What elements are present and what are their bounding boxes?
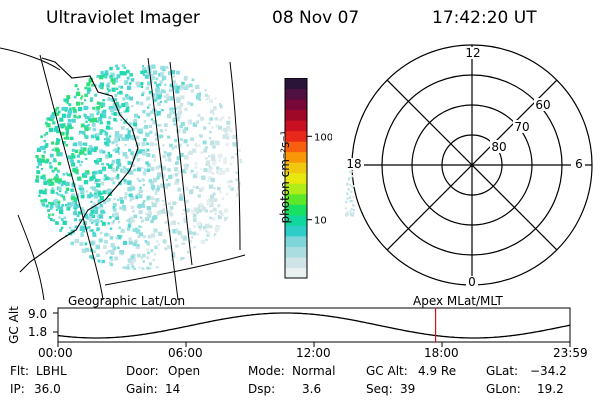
colorbar-swatch <box>285 78 307 90</box>
colorbar-swatch <box>285 214 307 226</box>
timeline-x-tick-2: 12:00 <box>296 346 331 360</box>
timeline-x-tick-1: 06:00 <box>168 346 203 360</box>
mlt-label-6: 6 <box>575 157 583 171</box>
dsp-value: 3.6 <box>302 382 322 396</box>
colorbar-swatch <box>285 88 307 100</box>
seq-value: 39 <box>400 382 416 396</box>
colorbar-swatch <box>285 193 307 205</box>
geographic-image <box>0 47 246 300</box>
colorbar-swatch <box>285 246 307 258</box>
coastline <box>19 57 139 273</box>
timeline-left-label: Geographic Lat/Lon <box>68 294 186 308</box>
colorbar-swatch <box>285 162 307 174</box>
ip-label: IP: <box>10 382 25 396</box>
gain-value: 14 <box>165 382 181 396</box>
polar-plot: 12 18 6 0 60 70 80 <box>344 44 593 289</box>
colorbar-gradient <box>285 78 307 279</box>
colorbar-swatch <box>285 151 307 163</box>
colorbar-tick-label: 10 <box>314 216 327 227</box>
colorbar-swatch <box>285 225 307 237</box>
lat-label-80: 80 <box>491 140 506 154</box>
glon-value: 19.2 <box>537 382 564 396</box>
aurora-intensity-map <box>35 64 242 270</box>
timeline-x-tick-3: 18:00 <box>424 346 459 360</box>
colorbar-swatch <box>285 120 307 132</box>
intensity-colorbar: 100 10 <box>284 78 332 279</box>
mlt-label-0: 0 <box>468 275 476 289</box>
timeline-y-tick-low: 1.8 <box>28 325 47 339</box>
gain-label: Gain: <box>126 382 158 396</box>
glon-label: GLon: <box>486 382 521 396</box>
gcalt-value: 4.9 Re <box>418 364 457 378</box>
colorbar-swatch <box>285 130 307 142</box>
lat-label-70: 70 <box>514 120 529 134</box>
gcalt-label: GC Alt: <box>366 364 408 378</box>
image-time: 17:42:20 UT <box>432 8 537 28</box>
lat-label-60: 60 <box>535 98 550 112</box>
colorbar-unit-label: photon cm⁻²s⁻¹ <box>278 130 292 224</box>
colorbar-swatch <box>285 267 307 279</box>
colorbar-ticks: 100 10 <box>307 132 332 227</box>
timeline-x-tick-4: 23:59 <box>553 346 588 360</box>
flt-value: LBHL <box>36 364 67 378</box>
colorbar-swatch <box>285 183 307 195</box>
geographic-grid <box>0 47 246 300</box>
door-value: Open <box>168 364 201 378</box>
timeline-y-tick-high: 9.0 <box>28 307 47 321</box>
door-label: Door: <box>126 364 159 378</box>
altitude-curve <box>57 312 571 339</box>
flt-label: Flt: <box>10 364 29 378</box>
timeline-right-label: Apex MLat/MLT <box>413 294 503 308</box>
seq-label: Seq: <box>366 382 393 396</box>
colorbar-swatch <box>285 256 307 268</box>
colorbar-swatch <box>285 235 307 247</box>
mode-value: Normal <box>292 364 336 378</box>
ip-value: 36.0 <box>34 382 61 396</box>
colorbar-swatch <box>285 109 307 121</box>
colorbar-tick-label: 100 <box>314 132 332 143</box>
glat-label: GLat: <box>486 364 519 378</box>
colorbar-swatch <box>285 204 307 216</box>
colorbar-frame <box>284 78 308 279</box>
polar-edge-intensity <box>345 170 355 217</box>
mode-label: Mode: <box>248 364 285 378</box>
mlt-label-12: 12 <box>465 46 480 60</box>
colorbar-swatch <box>285 172 307 184</box>
instrument-title: Ultraviolet Imager <box>46 8 200 28</box>
colorbar-swatch <box>285 99 307 111</box>
glat-value: −34.2 <box>530 364 567 378</box>
colorbar-swatch <box>285 141 307 153</box>
image-date: 08 Nov 07 <box>272 8 360 28</box>
altitude-timeline: 9.0 1.8 <box>28 307 571 347</box>
polar-grid <box>351 44 593 286</box>
timeline-x-tick-0: 00:00 <box>38 346 73 360</box>
mlt-label-18: 18 <box>346 157 361 171</box>
dsp-label: Dsp: <box>248 382 276 396</box>
